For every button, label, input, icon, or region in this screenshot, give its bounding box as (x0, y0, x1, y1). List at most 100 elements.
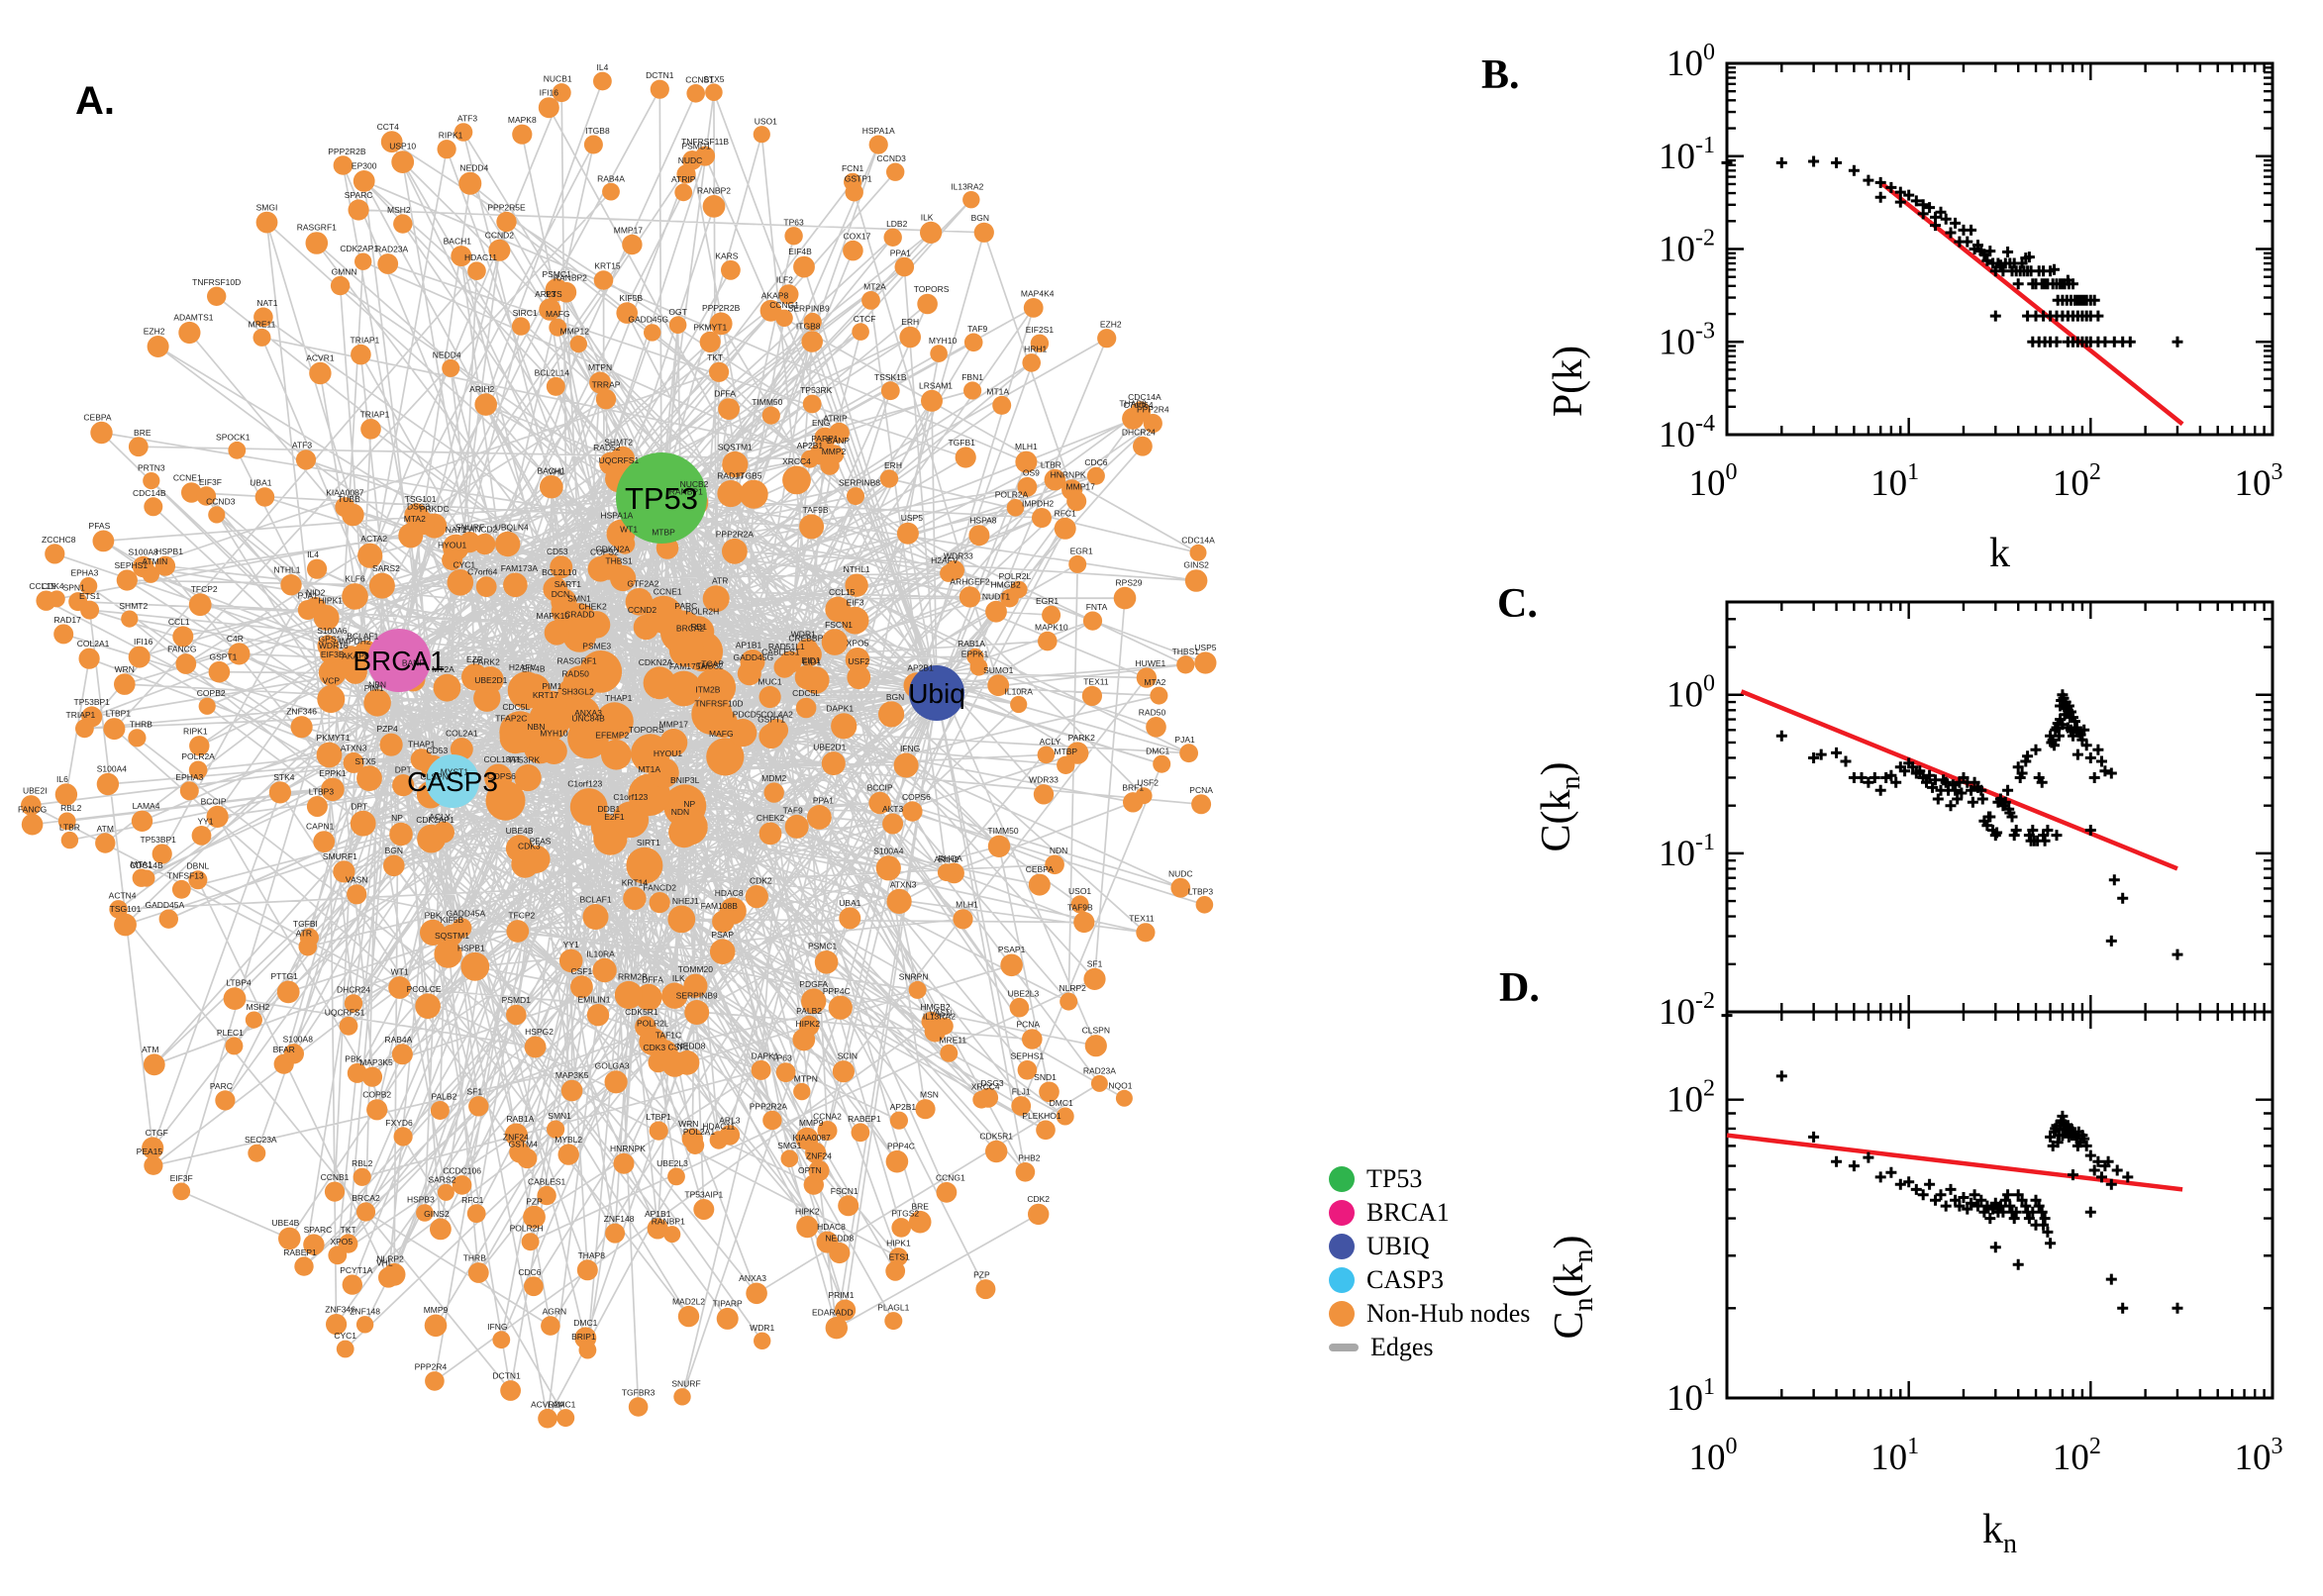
network-node[interactable] (1083, 967, 1106, 991)
network-node[interactable] (886, 162, 905, 181)
network-node[interactable] (391, 1044, 413, 1065)
network-node[interactable] (442, 549, 463, 571)
network-node[interactable] (430, 1101, 450, 1120)
network-node[interactable] (821, 751, 846, 776)
network-node[interactable] (538, 1408, 557, 1429)
network-node[interactable] (592, 957, 617, 983)
network-node[interactable] (1133, 436, 1153, 456)
network-node[interactable] (342, 583, 368, 610)
network-node[interactable] (1017, 1060, 1038, 1080)
network-node[interactable] (544, 620, 569, 646)
network-node[interactable] (852, 323, 869, 341)
network-node[interactable] (751, 1059, 771, 1080)
network-node[interactable] (706, 738, 745, 776)
network-node[interactable] (128, 729, 147, 748)
network-node[interactable] (433, 673, 461, 702)
network-node[interactable] (616, 302, 638, 324)
network-node[interactable] (342, 1274, 362, 1295)
network-node[interactable] (693, 1199, 715, 1220)
network-node[interactable] (504, 1123, 528, 1147)
network-node[interactable] (1066, 491, 1087, 512)
network-node[interactable] (722, 450, 749, 478)
network-node[interactable] (360, 419, 381, 440)
network-node[interactable] (832, 1060, 856, 1083)
network-node[interactable] (354, 252, 372, 270)
network-node[interactable] (138, 869, 155, 887)
network-node[interactable] (604, 1070, 628, 1094)
network-node[interactable] (1115, 1089, 1133, 1107)
network-node[interactable] (476, 666, 504, 694)
network-node[interactable] (696, 669, 725, 698)
network-node[interactable] (719, 897, 747, 925)
network-node[interactable] (851, 1123, 870, 1143)
network-node[interactable] (886, 888, 912, 915)
network-node[interactable] (313, 605, 340, 631)
network-node[interactable] (307, 558, 328, 579)
network-node[interactable] (437, 140, 456, 159)
network-node[interactable] (593, 270, 614, 290)
network-node[interactable] (1057, 755, 1075, 774)
network-node[interactable] (131, 810, 153, 832)
network-node[interactable] (845, 573, 868, 597)
network-node[interactable] (841, 606, 869, 635)
network-node[interactable] (45, 544, 65, 564)
network-node[interactable] (521, 1233, 540, 1251)
network-node[interactable] (460, 951, 490, 981)
network-node[interactable] (987, 835, 1011, 857)
network-node[interactable] (793, 1082, 811, 1101)
network-node[interactable] (475, 576, 497, 597)
network-node[interactable] (709, 361, 730, 382)
network-node[interactable] (719, 1125, 741, 1146)
network-node[interactable] (674, 183, 693, 202)
network-node[interactable] (1068, 554, 1087, 573)
network-node[interactable] (1189, 544, 1207, 561)
network-node[interactable] (745, 885, 768, 909)
network-node[interactable] (716, 1307, 739, 1330)
network-node[interactable] (778, 284, 799, 305)
network-node[interactable] (1170, 877, 1191, 898)
network-node[interactable] (1028, 873, 1051, 896)
network-node[interactable] (740, 649, 765, 674)
network-node[interactable] (966, 648, 984, 666)
network-node[interactable] (625, 588, 654, 616)
network-node[interactable] (759, 299, 782, 322)
network-node[interactable] (844, 172, 862, 191)
network-node[interactable] (1009, 997, 1030, 1018)
network-node[interactable] (330, 275, 351, 296)
network-node[interactable] (355, 1202, 376, 1222)
network-node[interactable] (953, 909, 973, 930)
network-node[interactable] (128, 646, 151, 668)
network-node[interactable] (560, 1079, 583, 1102)
network-node[interactable] (643, 666, 676, 700)
network-node[interactable] (339, 1234, 358, 1253)
network-node[interactable] (363, 689, 391, 717)
network-node[interactable] (883, 228, 902, 247)
network-node[interactable] (366, 1099, 388, 1121)
network-node[interactable] (834, 1299, 857, 1321)
network-node[interactable] (142, 1137, 164, 1159)
network-node[interactable] (468, 1096, 489, 1117)
network-node[interactable] (885, 1260, 906, 1281)
network-node[interactable] (702, 195, 726, 218)
network-node[interactable] (1038, 631, 1058, 651)
network-node[interactable] (78, 648, 100, 669)
network-node[interactable] (379, 733, 403, 756)
network-node[interactable] (147, 336, 169, 357)
network-node[interactable] (623, 886, 647, 911)
network-node[interactable] (447, 569, 474, 596)
network-node[interactable] (1113, 586, 1137, 610)
network-node[interactable] (339, 1016, 358, 1036)
network-node[interactable] (505, 835, 534, 862)
network-node[interactable] (817, 1121, 838, 1141)
network-node[interactable] (670, 808, 708, 846)
network-node[interactable] (924, 1020, 947, 1043)
network-node[interactable] (717, 480, 745, 508)
network-node[interactable] (676, 164, 696, 184)
network-node[interactable] (1033, 784, 1055, 805)
hub-node-ubiq[interactable] (909, 665, 964, 721)
network-node[interactable] (705, 83, 723, 101)
network-node[interactable] (936, 1181, 958, 1203)
network-node[interactable] (458, 532, 481, 553)
network-node[interactable] (1015, 450, 1038, 473)
network-node[interactable] (326, 1314, 348, 1336)
